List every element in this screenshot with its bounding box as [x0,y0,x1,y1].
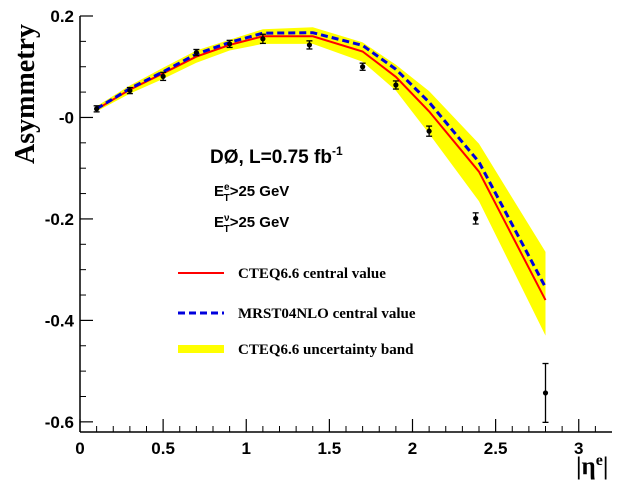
cut-electron-base: E [214,183,224,200]
cut-neutrino-sup: ν [224,213,230,224]
cut-neutrino-base: E [214,214,224,231]
annotation-title: DØ, L=0.75 fb-1 [210,144,343,168]
data-point-4 [227,41,233,47]
y-tick-label-4: -0.6 [45,413,74,432]
x-axis-title: |ηe| [576,452,608,480]
legend-swatch-cteq-band [178,345,224,353]
x-axis-title-main: |η [576,453,596,480]
x-axis-title-close: | [603,453,609,480]
data-point-2 [160,73,166,79]
x-tick-label-1: 0.5 [151,439,175,458]
data-point-7 [360,64,366,70]
data-point-0 [94,106,100,112]
data-point-11 [542,390,549,396]
points-layer [93,33,549,424]
y-axis-title: Asymmetry [10,24,41,164]
cut-electron-rest: >25 GeV [230,183,290,200]
x-tick-label-5: 2.5 [484,439,508,458]
y-tick-label-0: 0.2 [50,7,74,26]
legend-label-mrst-central: MRST04NLO central value [238,306,416,322]
x-tick-label-2: 1 [242,439,251,458]
ticks-layer: 0 0.5 1 1.5 2 2.5 3 0.2 -0 -0.2 -0.4 -0.6 [45,7,596,458]
cut-neutrino-sub: T [224,224,230,235]
curve-layer [95,31,547,301]
x-tick-label-0: 0 [75,439,84,458]
annotation-cut-electron: Ee T>25 GeV [214,182,289,204]
cut-neutrino-rest: >25 GeV [230,214,290,231]
uncertainty-band [96,27,546,336]
x-tick-label-3: 1.5 [318,439,342,458]
y-tick-label-1: -0 [59,108,74,127]
cut-electron-sub: T [224,193,230,204]
y-tick-label-2: -0.2 [45,210,74,229]
band-layer [96,27,546,336]
data-point-8 [393,82,399,88]
annotation-title-sup: -1 [332,144,343,158]
data-point-9 [426,128,432,134]
x-tick-label-4: 2 [408,439,417,458]
data-point-3 [193,49,199,56]
x-axis-title-sup: e [596,452,603,469]
data-point-1 [127,87,133,94]
cut-electron-sup: e [224,182,230,193]
legend: CTEQ6.6 central value MRST04NLO central … [178,266,416,358]
data-point-5 [260,36,266,42]
y-tick-label-3: -0.4 [45,311,75,330]
legend-label-cteq-band: CTEQ6.6 uncertainty band [238,342,414,358]
legend-label-cteq-central: CTEQ6.6 central value [238,266,386,282]
series-line-mrst-central [95,31,547,289]
annotation-cut-neutrino: Eν T>25 GeV [214,213,289,235]
annotation-title-main: DØ, L=0.75 fb [210,147,332,168]
data-point-6 [306,42,313,48]
x-tick-label-6: 3 [574,439,583,458]
data-point-10 [473,215,479,222]
